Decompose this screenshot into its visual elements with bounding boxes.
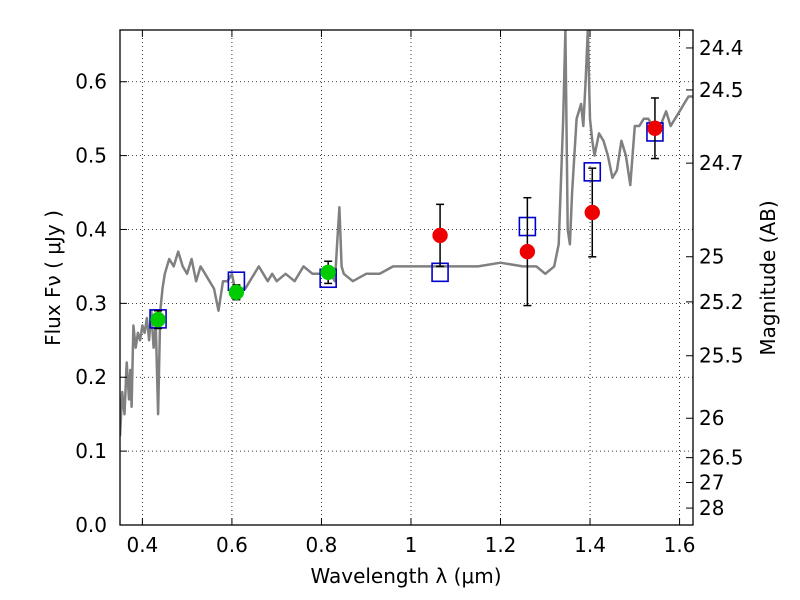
y-tick-label: 0.2 [75,365,107,389]
right-tick-label: 24.5 [699,78,744,102]
photometry-markers [149,97,664,330]
spectrum-line [120,30,693,437]
y-tick-label: 0.5 [75,144,107,168]
y-tick-label: 0.1 [75,439,107,463]
axis-ticks: 0.4 0.6 0.8 1 1.2 1.4 1.6 0.0 0.1 0.2 0.3 0.4 0.5 0.6… [75,30,744,557]
right-tick-label: 25.2 [699,290,744,314]
right-tick-label: 25 [699,245,724,269]
right-tick-label: 27 [699,471,724,495]
x-tick-label: 1 [405,533,418,557]
right-tick-label: 24.7 [699,151,744,175]
x-tick-label: 1.2 [485,533,517,557]
x-tick-label: 0.8 [306,533,338,557]
x-tick-label: 1.4 [574,533,606,557]
right-axis-label: Magnitude (AB) [756,200,780,355]
plot-frame [119,29,694,526]
observed-point-marker [647,120,663,137]
right-tick-label: 28 [699,496,724,520]
model-spectrum [120,30,693,437]
observed-point-marker [432,227,448,244]
y-tick-label: 0.4 [75,217,107,241]
y-tick-label: 0.3 [75,291,107,315]
grid-lines [120,30,693,526]
right-tick-label: 24.4 [699,36,744,60]
x-tick-label: 1.6 [664,533,696,557]
x-tick-label: 0.4 [126,533,158,557]
y-tick-label: 0.0 [75,513,107,537]
right-tick-label: 26.5 [699,446,744,470]
x-tick-label: 0.6 [216,533,248,557]
observed-point-marker [519,243,536,260]
observed-point-marker [150,311,166,328]
y-axis-label: Flux Fν ( μJy ) [41,210,65,346]
right-tick-label: 26 [699,406,724,430]
right-tick-label: 25.5 [699,344,744,368]
observed-point-marker [584,204,601,221]
observed-point-marker [228,284,245,301]
y-tick-label: 0.6 [75,70,107,94]
observed-point-marker [320,264,336,281]
x-axis-label: Wavelength λ (μm) [310,564,501,588]
